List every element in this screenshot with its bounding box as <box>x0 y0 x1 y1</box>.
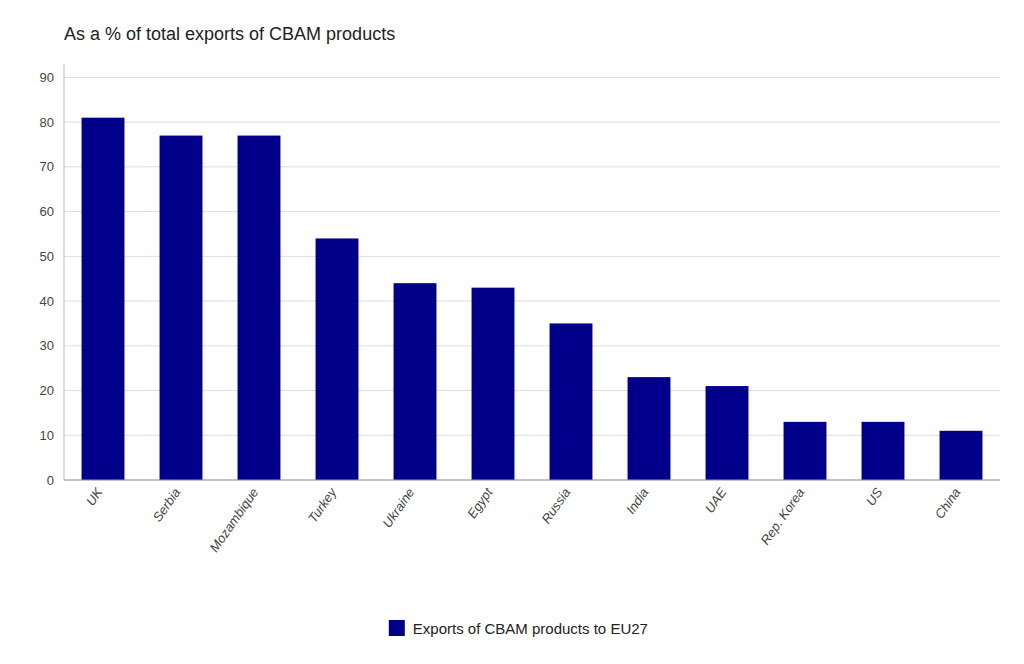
chart-container: As a % of total exports of CBAM products… <box>0 0 1024 664</box>
grid-line <box>64 256 1000 257</box>
bar <box>550 323 593 480</box>
x-tick-label: Ukraine <box>379 485 417 530</box>
x-axis-line <box>64 480 1000 481</box>
title: As a % of total exports of CBAM products <box>64 24 395 44</box>
bar <box>160 136 203 480</box>
legend-swatch <box>389 620 405 636</box>
y-tick-label: 90 <box>40 70 54 85</box>
y-tick-label: 20 <box>40 383 54 398</box>
x-tick-label: Mozambique <box>206 485 261 555</box>
y-tick-label: 60 <box>40 204 54 219</box>
grid <box>64 77 1000 480</box>
bar <box>238 136 281 480</box>
grid-line <box>64 390 1000 391</box>
grid-line <box>64 301 1000 302</box>
y-tick-label: 70 <box>40 159 54 174</box>
bar <box>316 238 359 480</box>
y-tick-label: 30 <box>40 338 54 353</box>
grid-line <box>64 480 1000 481</box>
x-tick-label: Russia <box>538 485 573 526</box>
bar <box>472 288 515 480</box>
bar <box>706 386 749 480</box>
grid-line <box>64 435 1000 436</box>
legend-label: Exports of CBAM products to EU27 <box>413 620 648 637</box>
x-tick-label: Serbia <box>150 485 184 524</box>
x-tick-label: UAE <box>702 485 730 516</box>
bar <box>628 377 671 480</box>
x-tick-label: Rep. Korea <box>757 485 807 547</box>
y-tick-label: 80 <box>40 115 54 130</box>
y-tick-label: 10 <box>40 428 54 443</box>
bar <box>784 422 827 480</box>
x-tick-label: UK <box>83 484 106 508</box>
x-tick-label: Turkey <box>305 484 340 526</box>
x-tick-label: India <box>623 485 651 517</box>
grid-line <box>64 166 1000 167</box>
y-tick-label: 40 <box>40 294 54 309</box>
bar <box>940 431 983 480</box>
grid-line <box>64 345 1000 346</box>
grid-line <box>64 122 1000 123</box>
bar <box>394 283 437 480</box>
legend: Exports of CBAM products to EU27 <box>389 620 648 637</box>
bars <box>82 118 983 480</box>
chart-svg: As a % of total exports of CBAM products… <box>0 0 1024 664</box>
y-tick-label: 0 <box>47 473 54 488</box>
grid-line <box>64 211 1000 212</box>
y-tick-label: 50 <box>40 249 54 264</box>
x-tick-label: China <box>932 485 964 521</box>
x-tick-label: US <box>863 485 886 509</box>
bar <box>862 422 905 480</box>
bar <box>82 118 125 480</box>
x-tick-label: Egypt <box>464 484 496 521</box>
y-axis-line <box>64 64 65 480</box>
grid-line <box>64 77 1000 78</box>
